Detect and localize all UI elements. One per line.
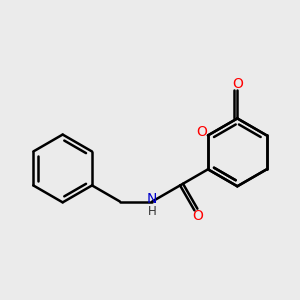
- Text: O: O: [232, 76, 243, 91]
- Text: O: O: [192, 209, 203, 223]
- Text: O: O: [196, 125, 208, 139]
- Text: N: N: [147, 192, 157, 206]
- Text: H: H: [148, 205, 157, 218]
